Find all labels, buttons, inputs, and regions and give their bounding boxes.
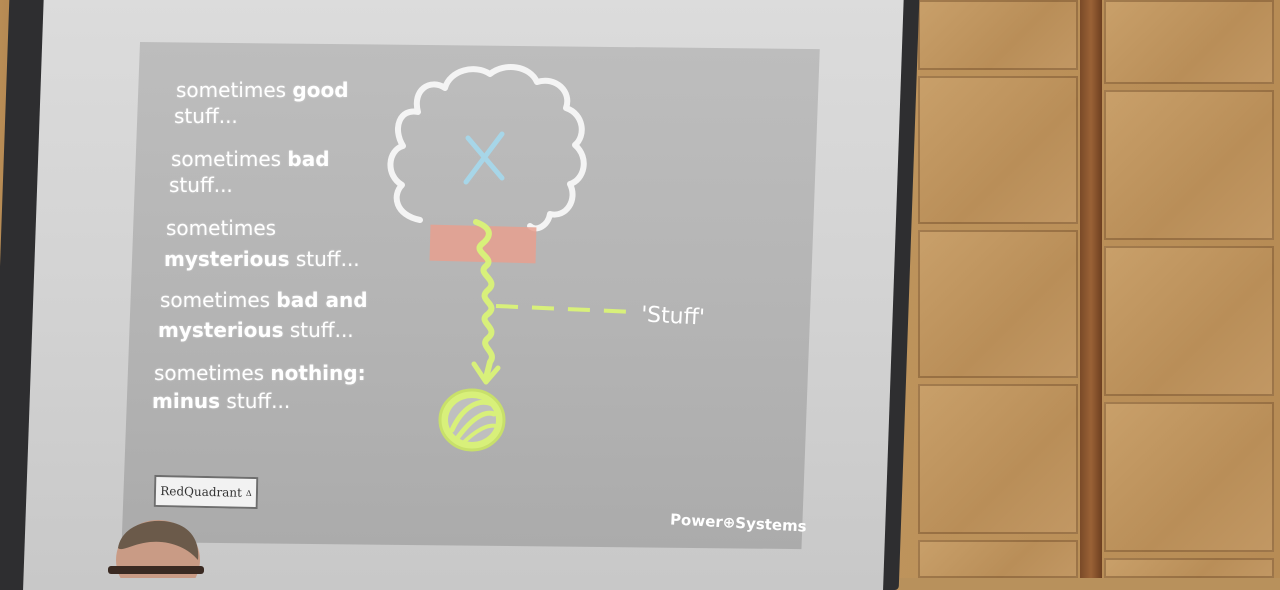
slide-line: sometimes bad: [171, 147, 330, 171]
slide-line: stuff...: [174, 104, 238, 128]
slide-line: sometimes good: [176, 78, 349, 102]
slide-line: sometimes bad and: [160, 288, 368, 312]
slide-diagram: [108, 64, 637, 578]
slide-line: mysterious stuff...: [158, 318, 354, 342]
slide-line: stuff...: [169, 173, 233, 197]
wall-panel: [918, 0, 1078, 70]
redquadrant-logo: RedQuadrant Δ: [153, 474, 259, 510]
dashed-pointer-icon: [495, 304, 637, 314]
wall-panel: [1104, 558, 1274, 578]
squiggle-arrow-icon: [473, 219, 495, 381]
globe-icon: [438, 388, 506, 452]
wall-panel: [918, 230, 1078, 378]
cloud-icon: [387, 64, 587, 232]
wall-panel: [1104, 90, 1274, 240]
slide-line: mysterious stuff...: [164, 247, 360, 271]
slide-line: sometimes nothing:: [154, 361, 366, 385]
slide-line: minus stuff...: [152, 389, 291, 413]
slide-line: sometimes: [166, 216, 277, 240]
wall-panel: [918, 384, 1078, 534]
wall-panel: [1104, 246, 1274, 396]
wood-pillar: [1080, 0, 1102, 578]
wall-panel: [1104, 402, 1274, 552]
logo-text: RedQuadrant: [160, 484, 243, 500]
presenter-head: [108, 520, 204, 578]
wall-panel: [1104, 0, 1274, 84]
stuff-label: 'Stuff': [640, 302, 706, 331]
logo-mark: Δ: [245, 488, 252, 498]
wall-panel: [918, 76, 1078, 224]
wall-panel: [918, 540, 1078, 578]
x-mark-icon: [463, 131, 505, 185]
